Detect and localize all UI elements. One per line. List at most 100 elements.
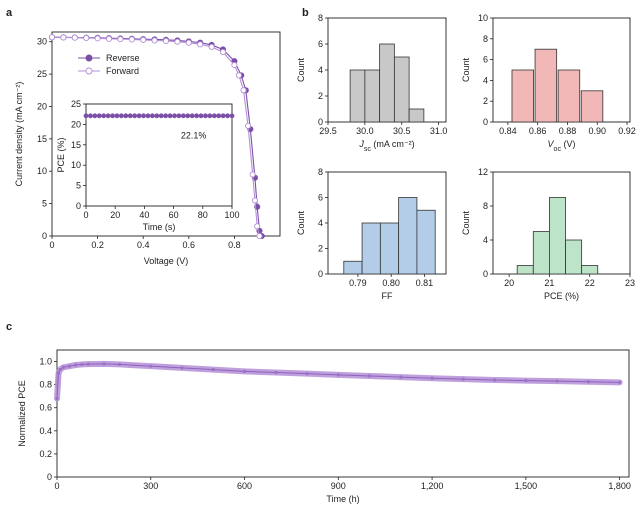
x-axis-label-sub: oc (554, 146, 562, 153)
data-point-forward (60, 34, 67, 41)
stability-data-point (149, 364, 153, 368)
x-tick-label: 0.8 (228, 240, 241, 250)
data-point-forward (162, 37, 170, 44)
data-point-forward (128, 36, 135, 43)
pce-data-point (149, 113, 155, 119)
y-tick-label: 0.4 (39, 426, 52, 436)
pce-data-point (83, 113, 89, 119)
y-axis-label: Count (296, 211, 306, 236)
stability-data-point (399, 375, 403, 379)
data-point-forward (71, 34, 78, 41)
stability-data-point (102, 362, 106, 366)
y-tick-label: 1.0 (39, 357, 52, 367)
pce-data-point (189, 113, 195, 119)
x-tick-label: 0.6 (183, 240, 196, 250)
pce-data-point (180, 113, 186, 119)
histogram-bar (581, 265, 599, 275)
x-axis-label: Voc (V) (548, 139, 576, 153)
x-tick-label: 20 (504, 278, 514, 288)
x-axis-label: Time (s) (143, 222, 176, 232)
x-tick-label: 20 (110, 210, 120, 220)
y-tick-label: 4 (483, 75, 488, 85)
x-axis-label-sub: sc (364, 146, 372, 153)
y-tick-label: 8 (483, 201, 488, 211)
x-tick-label: 23 (625, 278, 635, 288)
pce-data-point (141, 113, 146, 119)
data-point-forward (117, 36, 124, 43)
legend-marker (85, 67, 93, 75)
y-tick-label: 5 (42, 199, 47, 209)
histogram-bar (408, 108, 425, 123)
x-tick-label: 0.79 (349, 278, 367, 288)
pce-data-point (127, 113, 133, 119)
plot-frame (56, 349, 630, 478)
x-tick-label: 0 (49, 240, 54, 250)
data-point-forward (105, 35, 113, 42)
pce-data-point (132, 113, 138, 119)
stability-data-point (180, 366, 184, 370)
x-tick-label: 60 (169, 210, 179, 220)
chart-b-pce: 20 21 22 23 0 4 8 12 Count PCE (%) (461, 167, 635, 301)
pce-data-point (88, 113, 93, 119)
y-tick-label: 0 (318, 117, 323, 127)
pce-data-point (110, 113, 115, 119)
stability-data-point (555, 379, 559, 383)
stability-data-point (61, 365, 65, 369)
y-tick-label: 8 (483, 34, 488, 44)
y-axis-label: Current density (mA cm⁻²) (14, 82, 24, 187)
x-tick-label: 100 (224, 210, 239, 220)
pce-data-point (225, 113, 230, 119)
histogram-bar (580, 90, 604, 123)
data-point-forward (174, 38, 181, 45)
x-tick-label: 0.4 (137, 240, 150, 250)
panel-letter-b: b (302, 7, 309, 19)
y-tick-label: 5 (76, 181, 81, 191)
pce-data-point (167, 113, 173, 119)
x-tick-label: 0.86 (529, 126, 547, 136)
y-tick-label: 0 (318, 269, 323, 279)
histogram-bar (557, 69, 581, 123)
stability-data-point (117, 362, 122, 367)
histogram-bar (393, 56, 410, 123)
data-point-forward (197, 41, 204, 48)
y-tick-label: 0.2 (39, 449, 52, 459)
y-tick-label: 0.6 (39, 403, 52, 413)
pce-data-point (211, 113, 217, 119)
y-tick-label: 0 (47, 472, 52, 482)
pce-data-point (136, 113, 142, 119)
inset-background (86, 104, 232, 206)
pce-data-point (203, 113, 208, 119)
pce-data-point (105, 113, 111, 119)
legend-entry: Reverse (106, 53, 140, 63)
x-tick-label: 30.5 (393, 126, 411, 136)
y-tick-label: 12 (478, 167, 488, 177)
x-tick-label: 0.92 (618, 126, 636, 136)
y-axis-label: Count (461, 58, 471, 83)
histogram-bar (361, 222, 381, 275)
x-axis-label-unit: (V) (561, 139, 576, 149)
stability-data-point (242, 369, 247, 373)
stability-data-point (55, 396, 59, 401)
stability-data-point (80, 362, 84, 367)
data-point-forward (231, 61, 238, 69)
x-tick-label: 0 (83, 210, 88, 220)
y-tick-label: 6 (483, 55, 488, 65)
y-tick-label: 25 (71, 99, 81, 109)
y-axis-label: Count (296, 58, 306, 83)
stability-data-point (86, 362, 90, 366)
panel-letter-c: c (6, 321, 12, 333)
stability-data-point (524, 378, 528, 383)
x-tick-label: 1,200 (421, 481, 444, 491)
histogram-bar (565, 239, 583, 275)
plot-frame (51, 31, 281, 237)
y-tick-label: 2 (318, 244, 323, 254)
pce-data-point (158, 113, 164, 119)
x-tick-label: 31.0 (430, 126, 448, 136)
y-tick-label: 8 (318, 13, 323, 23)
y-tick-label: 10 (478, 13, 488, 23)
x-tick-label: 22 (585, 278, 595, 288)
pce-data-point (176, 113, 182, 119)
pce-data-point (207, 113, 213, 119)
pce-data-point (114, 113, 120, 119)
